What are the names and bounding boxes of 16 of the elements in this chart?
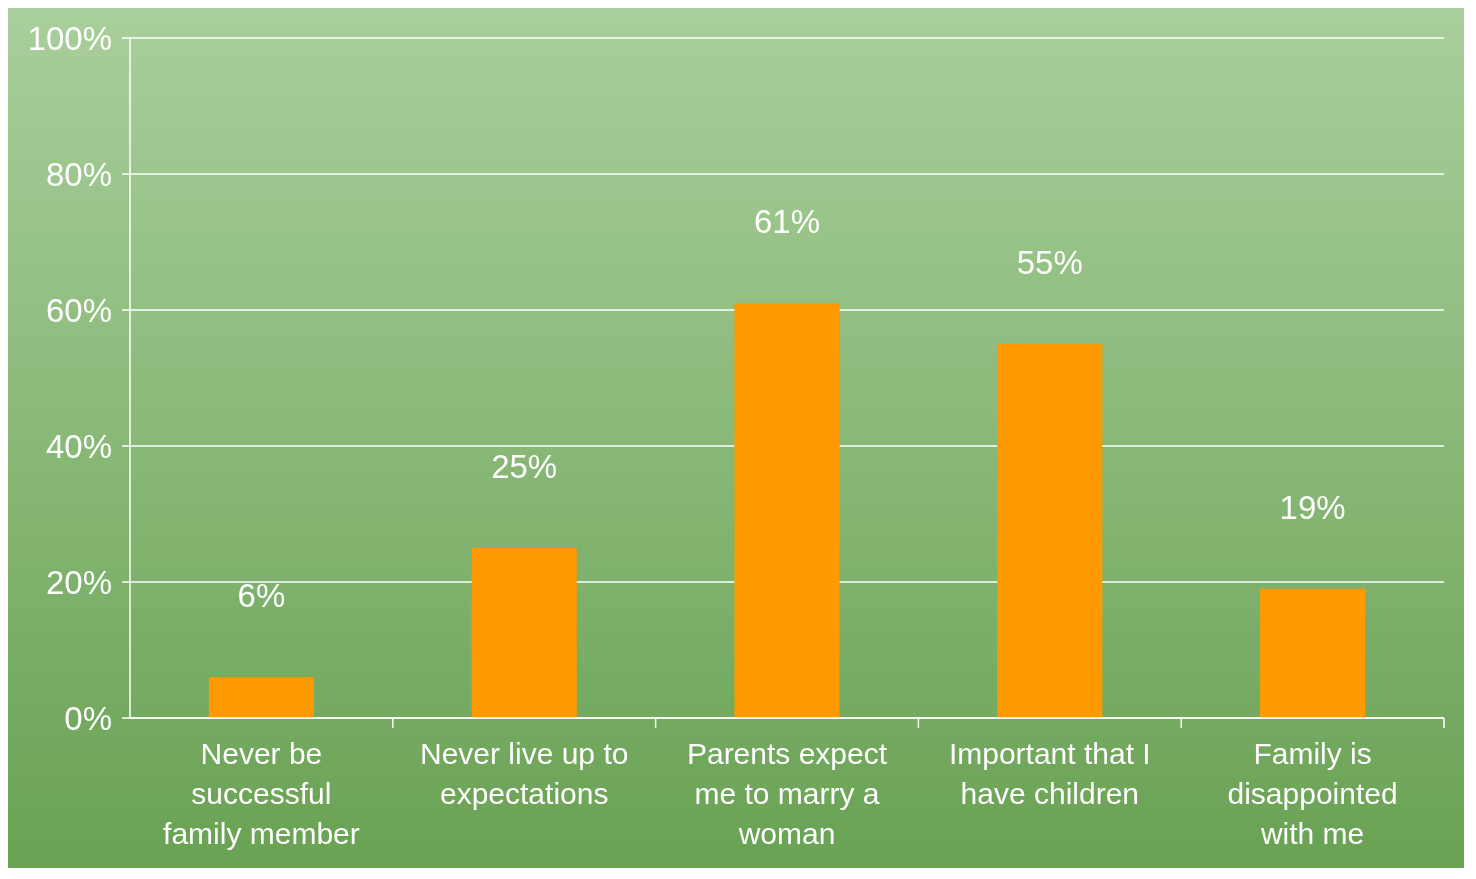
y-tick-label: 80%	[45, 155, 112, 193]
x-tick-label: Never live up to expectations	[419, 737, 629, 810]
data-label: 55%	[1016, 244, 1083, 281]
data-label: 19%	[1279, 488, 1346, 526]
y-tick-label: 0%	[64, 699, 112, 737]
x-tick-label: Never be successful family member	[163, 737, 360, 850]
x-tick-label: Parents expect me to marry a woman	[686, 737, 888, 850]
data-label: 61%	[753, 203, 821, 241]
y-tick-label: 40%	[45, 427, 112, 465]
data-label: 6%	[237, 577, 286, 615]
y-tick-label: 60%	[45, 291, 112, 329]
y-tick-label: 20%	[45, 563, 112, 601]
x-tick-label: Important that I have children	[948, 737, 1151, 810]
x-tick-label: Family is disappointed with me	[1227, 737, 1398, 850]
y-tick-label: 100%	[27, 19, 112, 57]
data-label: 25%	[491, 448, 558, 485]
